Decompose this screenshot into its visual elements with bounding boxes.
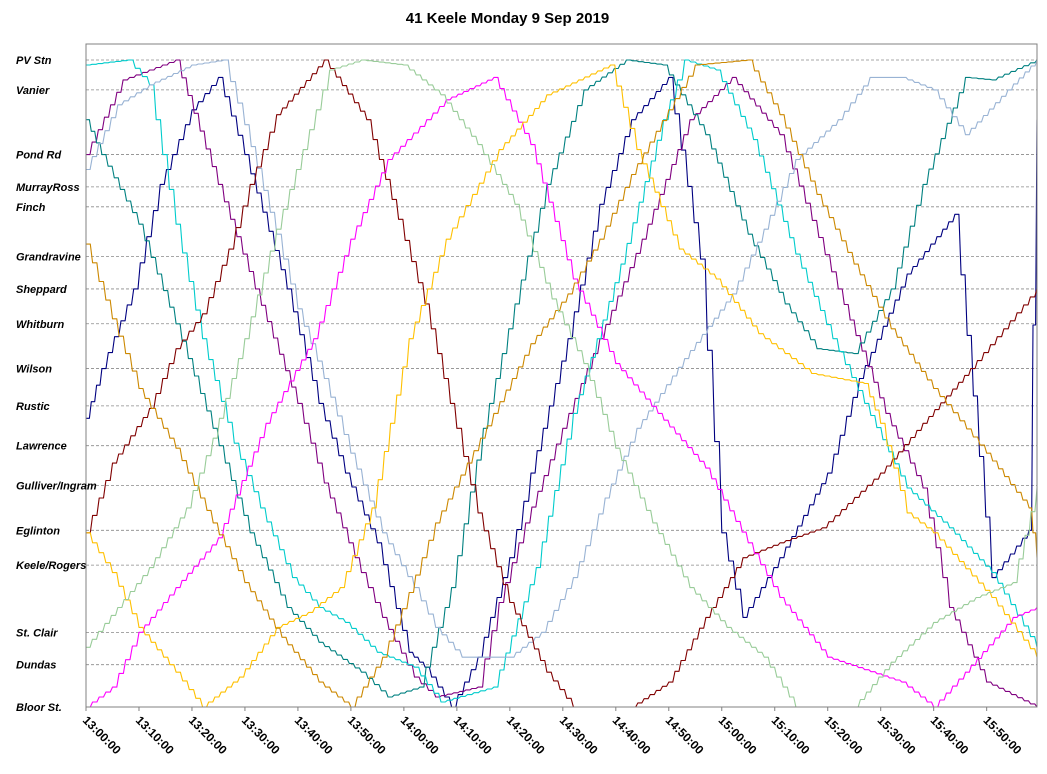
trip-series-line [86,76,1037,707]
stop-label: Sheppard [16,284,67,296]
x-tick-label: 15:10:00 [769,713,813,757]
stop-label: Gulliver/Ingram [16,481,97,493]
grid-layer [86,59,1037,708]
stop-label: Vanier [16,85,50,97]
stop-label: Finch [16,202,46,214]
x-tick-label: 14:20:00 [504,713,548,757]
trip-series-line [86,59,1037,707]
stop-label: Pond Rd [16,150,61,162]
trip-series-line [86,76,1037,707]
trip-series-line [86,59,1037,707]
stop-label: Whitburn [16,319,65,331]
x-tick-label: 13:40:00 [292,713,336,757]
stop-label: Rustic [16,401,50,413]
trip-series-line [86,59,1037,658]
x-tick-label: 15:00:00 [716,713,760,757]
x-tick-label: 14:30:00 [557,713,601,757]
stop-label: St. Clair [16,627,58,639]
stop-label: Keele/Rogers [16,560,86,572]
x-tick-label: 13:10:00 [133,713,177,757]
x-tick-label: 14:10:00 [451,713,495,757]
trip-series-line [86,59,1037,707]
x-tick-label: 14:50:00 [663,713,707,757]
x-tick-label: 13:30:00 [239,713,283,757]
stop-label: Bloor St. [16,702,62,714]
x-tick-label: 13:00:00 [80,713,124,757]
chart-title: 41 Keele Monday 9 Sep 2019 [405,10,610,27]
plot-area-frame [85,43,1038,708]
x-tick-label: 13:20:00 [186,713,230,757]
stop-label: MurrayRoss [16,182,80,194]
x-tick-label: 15:20:00 [822,713,866,757]
trip-series-line [86,59,1037,707]
stop-label: Wilson [16,364,52,376]
x-tick-label: 14:40:00 [610,713,654,757]
x-tick-label: 13:50:00 [345,713,389,757]
stop-label: Grandravine [16,252,81,264]
trip-series-line [86,59,1037,703]
x-tick-label: 15:50:00 [981,713,1025,757]
trip-series-line [86,64,1037,707]
stop-label: Lawrence [16,441,67,453]
x-tick-label: 15:30:00 [875,713,919,757]
stop-label: Eglinton [16,525,60,537]
trip-series-line [86,59,1037,698]
stop-label: Dundas [16,660,56,672]
stop-label: PV Stn [16,55,52,67]
series-layer [86,59,1037,707]
x-tick-label: 15:40:00 [928,713,972,757]
x-tick-label: 14:00:00 [398,713,442,757]
